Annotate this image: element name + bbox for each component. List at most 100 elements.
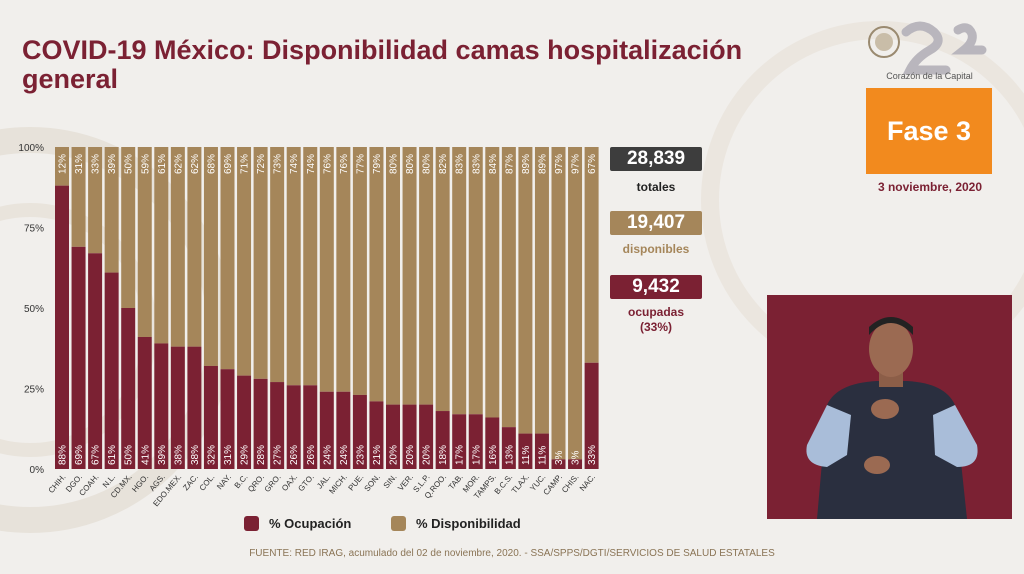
legend-occupancy-label: % Ocupación <box>269 516 352 531</box>
occupancy-value-label: 27% <box>273 445 284 465</box>
availability-bar <box>386 147 400 405</box>
occupancy-bar <box>485 417 500 469</box>
availability-value-label: 33% <box>91 154 102 174</box>
occupancy-value-label: 26% <box>289 445 300 465</box>
availability-value-label: 97% <box>571 154 582 174</box>
availability-bar <box>518 147 533 434</box>
availability-bar <box>584 147 599 363</box>
occupancy-value-label: 88% <box>58 445 69 465</box>
category-label: CHIH. <box>47 473 68 495</box>
legend-availability-label: % Disponibilidad <box>416 516 521 531</box>
phase-badge: Fase 3 <box>866 88 992 174</box>
category-label: CHIS. <box>560 473 581 495</box>
occupancy-value-label: 11% <box>537 446 548 465</box>
availability-value-label: 50% <box>124 154 135 174</box>
availability-value-label: 79% <box>372 154 383 174</box>
stacked-bar-chart: 0%25%50%75%100%88%12%CHIH.69%31%DGO.67%3… <box>18 143 599 508</box>
availability-bar <box>71 147 86 247</box>
occupancy-bar <box>584 362 599 469</box>
occupancy-value-label: 38% <box>173 445 184 465</box>
availability-value-label: 74% <box>289 154 300 174</box>
occupied-beds-label: ocupadas <box>627 305 684 319</box>
occupancy-value-label: 23% <box>355 445 366 465</box>
government-logo <box>868 21 987 75</box>
occupancy-value-label: 17% <box>455 445 466 465</box>
availability-bar <box>369 147 384 402</box>
occupancy-value-label: 41% <box>140 445 151 465</box>
total-beds-value: 28,839 <box>610 147 702 171</box>
availability-value-label: 69% <box>223 154 234 174</box>
occupied-beds-value: 9,432 <box>610 275 702 299</box>
occupancy-bar <box>402 404 417 469</box>
category-label: PUE. <box>347 473 366 493</box>
availability-value-label: 71% <box>240 154 251 174</box>
occupancy-bar <box>203 365 218 469</box>
occupancy-value-label: 13% <box>504 445 515 465</box>
occupancy-bar <box>319 391 334 469</box>
total-beds-label: totales <box>636 180 676 194</box>
availability-value-label: 76% <box>339 154 350 174</box>
availability-value-label: 80% <box>389 154 400 174</box>
occupancy-value-label: 69% <box>74 445 85 465</box>
occupancy-value-label: 20% <box>422 445 433 465</box>
category-label: OAX. <box>280 473 299 493</box>
occupancy-value-label: 38% <box>190 445 201 465</box>
y-tick-label: 100% <box>18 143 44 154</box>
occupancy-value-label: 17% <box>471 445 482 465</box>
availability-value-label: 84% <box>488 154 499 174</box>
occupancy-bar <box>369 401 384 469</box>
availability-value-label: 80% <box>422 154 433 174</box>
occupancy-value-label: 3% <box>571 450 582 465</box>
occupancy-bar <box>121 308 136 469</box>
availability-value-label: 61% <box>157 154 168 174</box>
legend-availability-swatch <box>391 516 406 531</box>
occupancy-value-label: 21% <box>372 445 383 465</box>
occupancy-value-label: 33% <box>587 445 598 465</box>
occupancy-bar <box>303 385 318 469</box>
availability-value-label: 74% <box>306 154 317 174</box>
occupancy-bar <box>568 459 583 469</box>
availability-value-label: 83% <box>471 154 482 174</box>
availability-bar <box>402 147 417 405</box>
occupancy-bar <box>237 375 252 469</box>
availability-bar <box>303 147 318 386</box>
availability-value-label: 97% <box>554 154 565 174</box>
occupancy-value-label: 50% <box>124 445 135 465</box>
occupancy-value-label: 32% <box>206 445 217 465</box>
availability-value-label: 77% <box>355 154 366 174</box>
availability-bar <box>104 147 119 273</box>
availability-value-label: 82% <box>438 154 449 174</box>
category-label: NAC. <box>578 473 597 493</box>
availability-value-label: 62% <box>173 154 184 174</box>
availability-bar <box>253 147 268 379</box>
availability-bar <box>568 147 583 460</box>
availability-bar <box>220 147 235 370</box>
occupancy-value-label: 39% <box>157 445 168 465</box>
availability-value-label: 67% <box>587 154 598 174</box>
occupancy-bar <box>253 378 268 469</box>
availability-bar <box>203 147 218 366</box>
occupancy-value-label: 20% <box>389 445 400 465</box>
occupancy-value-label: 3% <box>554 450 565 465</box>
availability-value-label: 62% <box>190 154 201 174</box>
availability-bar <box>121 147 136 308</box>
occupancy-value-label: 16% <box>488 445 499 465</box>
chart-title: COVID-19 México: Disponibilidad camas ho… <box>22 35 743 94</box>
category-label: ZAC. <box>181 473 200 493</box>
occupancy-bar <box>88 253 103 469</box>
occupancy-bar <box>419 404 434 469</box>
occupancy-bar <box>435 411 450 469</box>
availability-bar <box>336 147 351 392</box>
category-label: SON. <box>363 473 382 494</box>
category-label: QRO. <box>246 473 266 494</box>
availability-bar <box>270 147 285 383</box>
availability-bar <box>551 147 566 460</box>
source-footer: FUENTE: RED IRAG, acumulado del 02 de no… <box>249 548 775 559</box>
available-beds-label: disponibles <box>622 242 690 256</box>
occupancy-bar <box>534 433 549 469</box>
availability-value-label: 89% <box>521 154 532 174</box>
occupancy-bar <box>170 346 185 469</box>
availability-value-label: 76% <box>322 154 333 174</box>
availability-bar <box>501 147 516 428</box>
report-date: 3 noviembre, 2020 <box>877 180 983 194</box>
